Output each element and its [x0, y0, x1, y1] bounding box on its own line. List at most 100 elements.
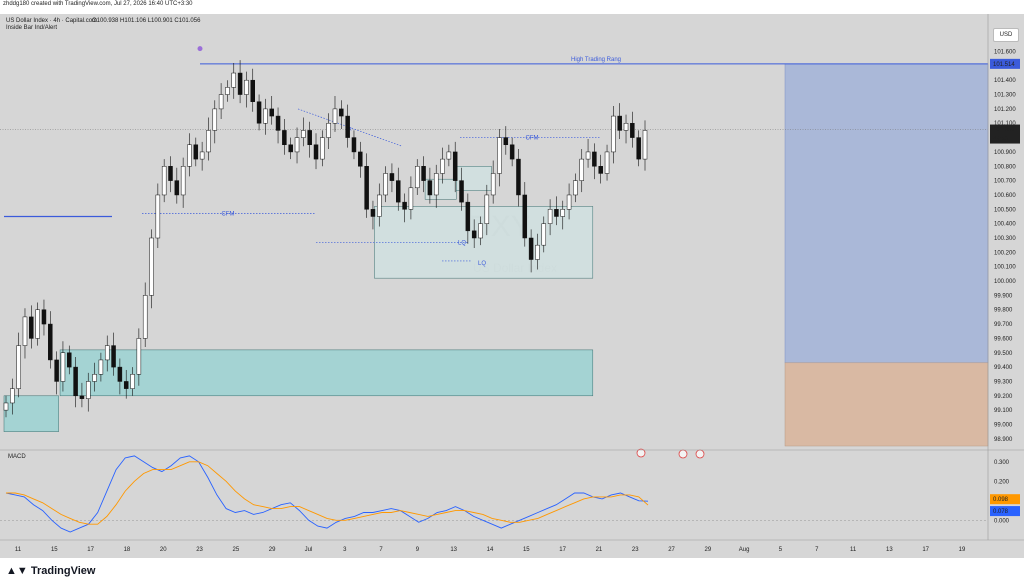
macd-label: MACD	[8, 454, 26, 460]
price-tick-label: 99.300	[994, 379, 1013, 385]
candle	[566, 194, 572, 210]
last-price-badge: 101.056	[993, 128, 1015, 134]
candle	[16, 345, 21, 389]
candle	[396, 180, 401, 203]
candle	[598, 166, 603, 174]
macd-badge: 0.098	[993, 497, 1009, 503]
chart-svg[interactable]: US Dollar Index · 4h · Capital.com O100.…	[0, 14, 1024, 558]
macd-line	[5, 455, 649, 533]
candle	[452, 151, 458, 181]
candle	[320, 137, 325, 160]
candle	[370, 209, 376, 217]
price-tick-label: 99.400	[994, 365, 1013, 371]
candle	[10, 388, 15, 404]
candle	[592, 151, 597, 167]
time-tick-label: 15	[523, 547, 530, 553]
price-tick-label: 100.500	[994, 207, 1016, 213]
candle	[67, 352, 72, 368]
candle	[611, 115, 616, 153]
candle	[212, 108, 218, 131]
price-tick-label: 99.600	[994, 336, 1013, 342]
candle	[554, 209, 559, 217]
macd-badge-bg	[990, 494, 1020, 505]
candle	[307, 130, 312, 146]
candle	[149, 237, 154, 296]
chart-canvas[interactable]: US Dollar Index · 4h · Capital.com O100.…	[0, 14, 1024, 558]
candle	[244, 79, 249, 95]
candle	[130, 374, 135, 389]
candle	[585, 151, 591, 160]
candle	[573, 180, 578, 196]
economic-event-icon	[636, 448, 646, 458]
candle	[288, 144, 293, 153]
candle	[155, 194, 161, 239]
candle	[48, 323, 53, 361]
candle	[123, 381, 129, 389]
candle	[231, 72, 237, 88]
time-tick-label: 25	[233, 547, 240, 553]
candle	[490, 173, 496, 196]
currency-button[interactable]: USD	[993, 28, 1019, 42]
time-tick-label: 18	[124, 547, 131, 553]
candle	[275, 115, 281, 131]
symbol-line: US Dollar Index · 4h · Capital.com	[6, 18, 97, 24]
price-tick-label: 99.100	[994, 408, 1013, 414]
trend-x-mark: x	[349, 126, 352, 132]
candle	[256, 101, 262, 124]
time-tick-label: 19	[959, 547, 966, 553]
candle	[389, 173, 395, 181]
cfm-right-label: CFM	[526, 136, 539, 142]
range-high-badge: 101.514	[993, 62, 1015, 68]
economic-event-icon	[678, 449, 688, 459]
time-tick-label: 21	[596, 547, 603, 553]
time-tick-label: 7	[815, 547, 819, 553]
candle	[528, 237, 534, 260]
footer-bar: ▲▼ TradingView	[0, 558, 1024, 585]
candle	[377, 194, 382, 217]
last-price-badge-bg	[990, 124, 1020, 135]
tradingview-logo[interactable]: ▲▼ TradingView	[6, 565, 95, 577]
time-tick-label: 3	[343, 547, 347, 553]
price-tick-label: 100.400	[994, 222, 1016, 228]
main-demand-zone	[59, 349, 594, 397]
candle	[250, 79, 255, 102]
candle	[98, 359, 104, 375]
signal-badge: 0.078	[993, 509, 1009, 515]
countdown-badge: 49:53	[993, 137, 1009, 143]
candle	[111, 345, 116, 368]
candle	[358, 151, 363, 167]
candle	[22, 316, 28, 346]
signal-line	[6, 461, 649, 525]
price-tick-label: 99.200	[994, 394, 1013, 400]
candle	[269, 108, 274, 117]
candle	[301, 130, 306, 138]
candle	[313, 144, 319, 160]
candle	[174, 180, 180, 196]
candle	[193, 144, 199, 160]
candle	[339, 108, 344, 117]
candle	[73, 366, 78, 397]
creator-line: zhddg180 created with TradingView.com, J…	[3, 1, 193, 7]
price-tick-label: 100.600	[994, 193, 1016, 199]
candle	[206, 130, 211, 153]
price-tick-label: 101.400	[994, 78, 1016, 84]
candle	[326, 122, 331, 138]
price-tick-label: 100.800	[994, 164, 1016, 170]
price-tick-label: 101.100	[994, 121, 1016, 127]
time-tick-label: 13	[886, 547, 893, 553]
countdown-badge-bg	[990, 133, 1020, 144]
candle	[522, 194, 528, 239]
tradingview-logo-text: TradingView	[30, 565, 96, 577]
time-tick-label: 17	[922, 547, 929, 553]
candle	[503, 137, 509, 146]
candle	[427, 180, 433, 196]
candle	[263, 108, 268, 124]
time-tick-label: 17	[87, 547, 94, 553]
economic-event-icon	[695, 449, 705, 459]
candle	[351, 137, 357, 153]
lq2-label: LQ	[478, 261, 486, 267]
time-tick-label: Jul	[305, 547, 313, 553]
candle	[294, 137, 300, 153]
candle	[541, 223, 547, 246]
time-tick-label: 27	[668, 547, 675, 553]
